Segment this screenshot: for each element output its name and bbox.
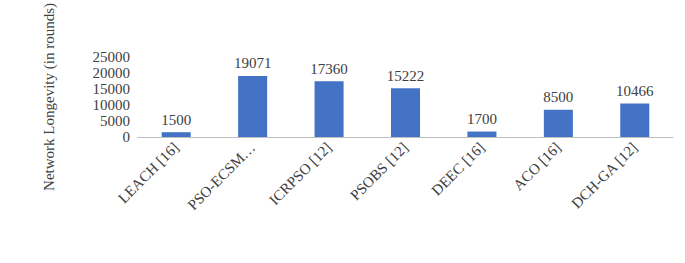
svg-text:LEACH [16]: LEACH [16] xyxy=(115,139,182,206)
svg-text:PSO-ECSM…: PSO-ECSM… xyxy=(185,139,259,213)
svg-text:DCH-GA [12]: DCH-GA [12] xyxy=(568,139,640,211)
svg-text:20000: 20000 xyxy=(93,65,131,81)
svg-text:25000: 25000 xyxy=(93,49,131,65)
svg-text:Network Longevity (in rounds): Network Longevity (in rounds) xyxy=(41,3,58,191)
svg-text:DEEC [16]: DEEC [16] xyxy=(428,139,487,198)
svg-text:0: 0 xyxy=(123,129,131,145)
svg-text:ACO [16]: ACO [16] xyxy=(510,139,564,193)
svg-text:15222: 15222 xyxy=(387,68,425,84)
svg-text:1700: 1700 xyxy=(467,111,497,127)
svg-text:PSOBS [12]: PSOBS [12] xyxy=(347,139,411,203)
svg-text:17360: 17360 xyxy=(310,61,348,77)
svg-text:10000: 10000 xyxy=(93,97,131,113)
svg-text:8500: 8500 xyxy=(543,89,573,105)
svg-text:ICRPSO [12]: ICRPSO [12] xyxy=(266,139,335,208)
svg-text:5000: 5000 xyxy=(100,113,130,129)
svg-text:1500: 1500 xyxy=(161,112,191,128)
svg-text:10466: 10466 xyxy=(616,83,654,99)
svg-text:15000: 15000 xyxy=(93,81,131,97)
svg-text:19071: 19071 xyxy=(234,55,271,71)
